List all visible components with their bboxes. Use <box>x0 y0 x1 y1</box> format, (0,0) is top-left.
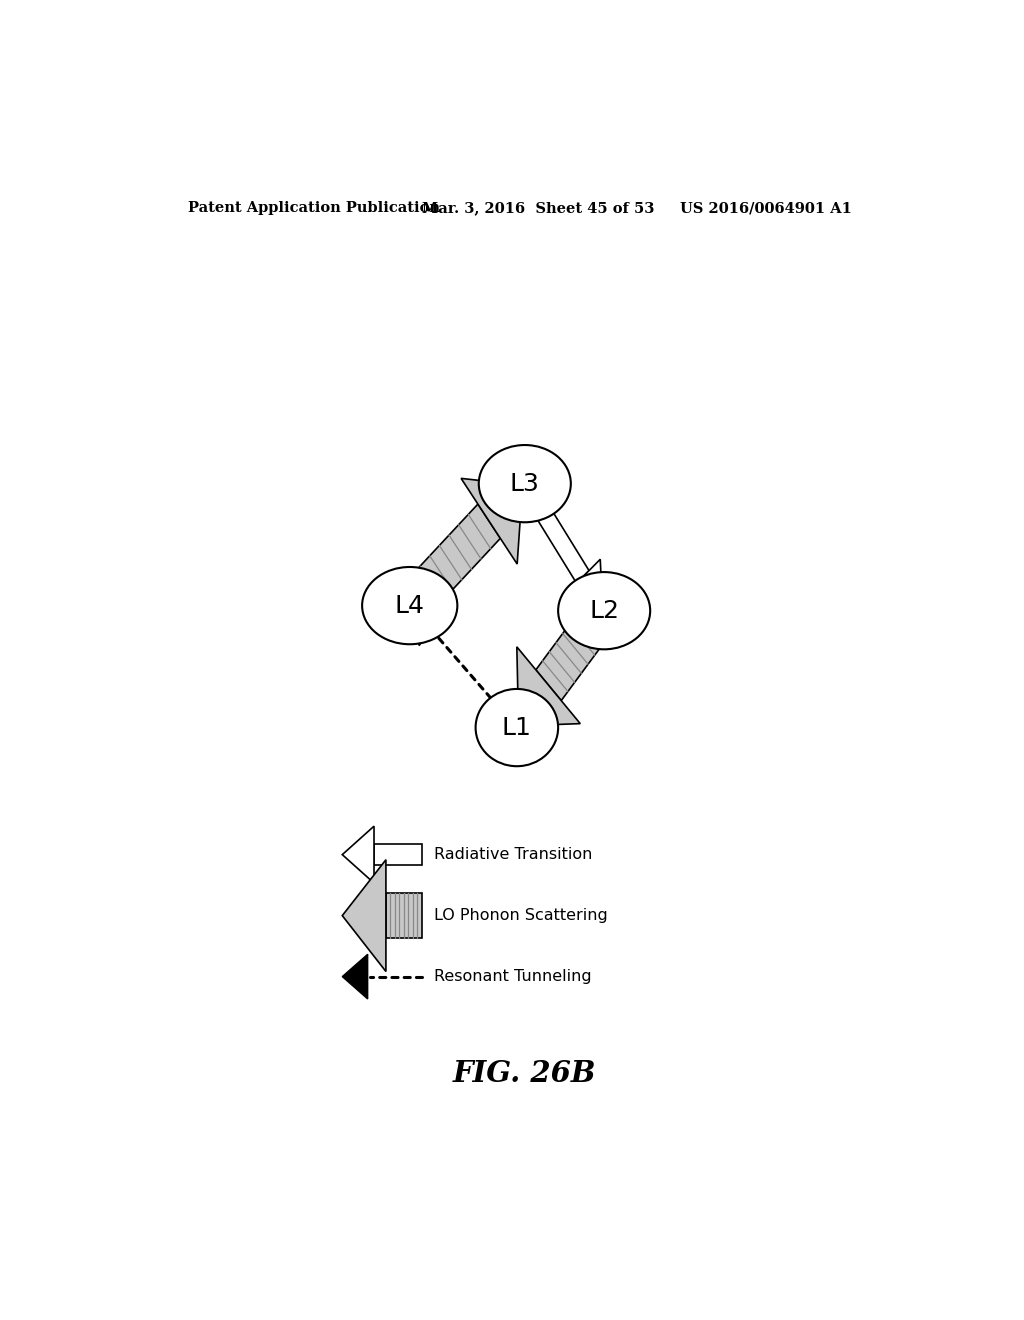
Text: Mar. 3, 2016  Sheet 45 of 53: Mar. 3, 2016 Sheet 45 of 53 <box>422 201 654 215</box>
Text: Patent Application Publication: Patent Application Publication <box>187 201 439 215</box>
Text: LO Phonon Scattering: LO Phonon Scattering <box>433 908 607 923</box>
Polygon shape <box>536 597 615 701</box>
Polygon shape <box>386 894 422 939</box>
Text: FIG. 26B: FIG. 26B <box>453 1059 597 1088</box>
Ellipse shape <box>475 689 558 766</box>
Polygon shape <box>342 859 386 972</box>
Text: L3: L3 <box>510 471 540 495</box>
Ellipse shape <box>362 568 458 644</box>
Polygon shape <box>342 826 374 883</box>
Polygon shape <box>412 607 442 645</box>
Polygon shape <box>342 954 368 999</box>
Ellipse shape <box>479 445 570 523</box>
Text: Resonant Tunneling: Resonant Tunneling <box>433 969 591 985</box>
Text: L1: L1 <box>502 715 531 739</box>
Ellipse shape <box>558 572 650 649</box>
Polygon shape <box>461 478 522 564</box>
Polygon shape <box>374 845 422 865</box>
Polygon shape <box>565 560 602 609</box>
Polygon shape <box>400 504 501 622</box>
Text: US 2016/0064901 A1: US 2016/0064901 A1 <box>680 201 851 215</box>
Text: L4: L4 <box>394 594 425 618</box>
Text: L2: L2 <box>589 599 620 623</box>
Text: Radiative Transition: Radiative Transition <box>433 847 592 862</box>
Polygon shape <box>517 647 581 726</box>
Polygon shape <box>520 479 589 583</box>
